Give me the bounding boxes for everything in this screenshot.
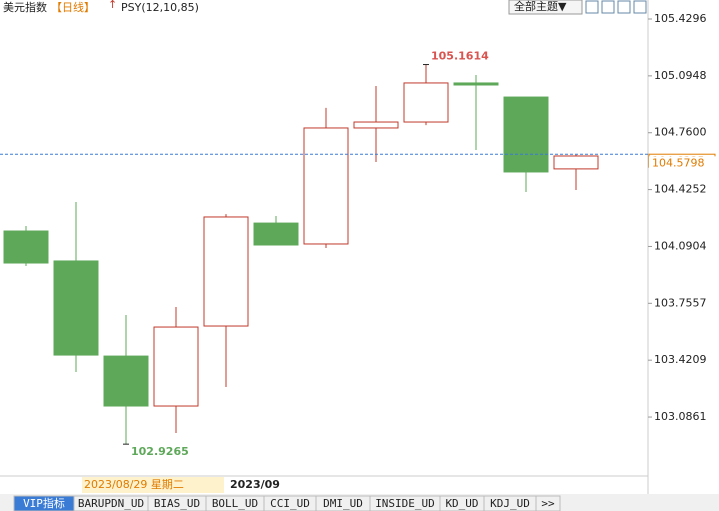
tab-label[interactable]: >> xyxy=(541,497,555,510)
period: 【日线】 xyxy=(51,0,95,14)
tab-label[interactable]: KDJ_UD xyxy=(490,497,530,510)
candle-body xyxy=(453,82,499,86)
tab-label[interactable]: BARUPDN_UD xyxy=(78,497,144,510)
y-tick-label: 104.7600 xyxy=(654,126,707,139)
tab-label[interactable]: BIAS_UD xyxy=(154,497,200,510)
candle-body xyxy=(353,121,399,129)
tab-label[interactable]: INSIDE_UD xyxy=(375,497,435,510)
tool-icon[interactable] xyxy=(601,0,615,14)
candle-body xyxy=(253,222,299,246)
tab-label[interactable]: VIP指标 xyxy=(23,496,65,510)
chart-title: 美元指数 xyxy=(3,0,47,14)
cursor-price-label: 104.5798 xyxy=(652,156,705,169)
tab-label[interactable]: DMI_UD xyxy=(323,497,363,510)
candle-body xyxy=(553,155,599,170)
x-cursor-box xyxy=(82,477,224,493)
tab-label[interactable]: CCI_UD xyxy=(270,497,310,510)
tool-icon[interactable] xyxy=(617,0,631,14)
theme-button[interactable] xyxy=(508,0,583,15)
toolbar-icons xyxy=(585,0,647,14)
cursor-price-box xyxy=(649,156,717,171)
min-label: 102.9265 xyxy=(131,445,189,458)
tab[interactable] xyxy=(535,495,561,511)
x-cursor-label: 2023/08/29 星期二 xyxy=(84,478,184,491)
y-tick-label: 105.4296 xyxy=(654,12,707,25)
candle-body xyxy=(3,230,49,264)
y-tick-label: 103.7557 xyxy=(654,296,707,309)
indicator-icon: ↑ xyxy=(108,0,117,11)
tab-label[interactable]: BOLL_UD xyxy=(212,497,258,510)
candle-body xyxy=(503,96,549,173)
theme-button-label[interactable]: 全部主题▼ xyxy=(514,0,567,13)
y-tick-label: 104.4252 xyxy=(654,183,707,196)
max-label: 105.1614 xyxy=(431,50,489,63)
candle-body xyxy=(203,216,249,327)
y-tick-label: 104.0904 xyxy=(654,239,707,252)
y-tick-label: 103.4209 xyxy=(654,353,707,366)
tab-label[interactable]: KD_UD xyxy=(445,497,478,510)
tool-icon[interactable] xyxy=(633,0,647,14)
tool-icon[interactable] xyxy=(585,0,599,14)
indicator: PSY(12,10,85) xyxy=(121,1,199,14)
candle-body xyxy=(403,82,449,123)
y-tick-label: 103.0861 xyxy=(654,410,707,423)
candle-body xyxy=(53,260,99,356)
y-tick-label: 105.0948 xyxy=(654,69,707,82)
x-tick-label: 2023/09 xyxy=(230,478,280,491)
candle-body xyxy=(153,326,199,407)
candle-body xyxy=(103,355,149,407)
candle-body xyxy=(303,127,349,245)
